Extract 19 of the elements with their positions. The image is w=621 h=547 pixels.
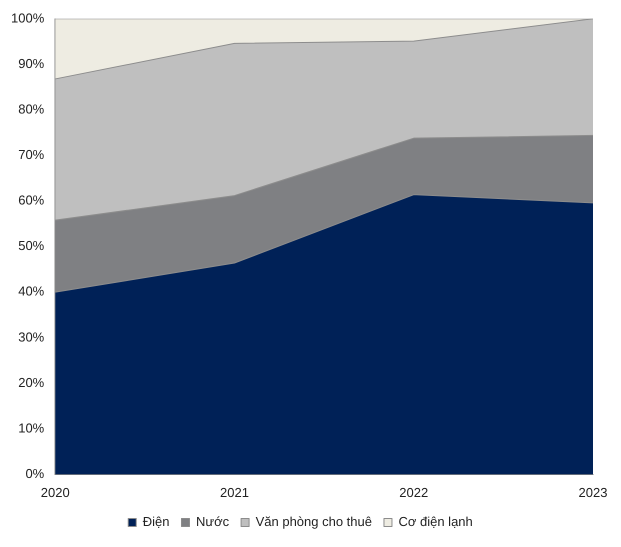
x-tick-label: 2022 [399,484,428,500]
y-tick-label: 40% [18,284,45,299]
y-tick-label: 90% [18,56,45,71]
y-tick-label: 60% [18,192,45,208]
y-tick-label: 20% [18,374,45,390]
y-tick-label: 0% [25,466,45,481]
legend-label: Cơ điện lạnh [398,514,473,530]
y-tick-label: 10% [18,420,45,436]
y-tick-label: 50% [18,238,45,254]
y-tick-label: 80% [18,102,45,116]
x-tick-label: 2021 [220,484,249,500]
x-tick-label: 2023 [578,484,608,500]
legend-label: Nước [196,514,230,530]
legend-label: Điện [142,514,170,530]
y-tick-label: 100% [11,10,45,26]
y-tick-label: 70% [18,147,45,162]
y-tick-label: 30% [18,329,45,344]
legend-label: Văn phòng cho thuê [256,514,372,530]
x-tick-label: 2020 [40,484,70,500]
